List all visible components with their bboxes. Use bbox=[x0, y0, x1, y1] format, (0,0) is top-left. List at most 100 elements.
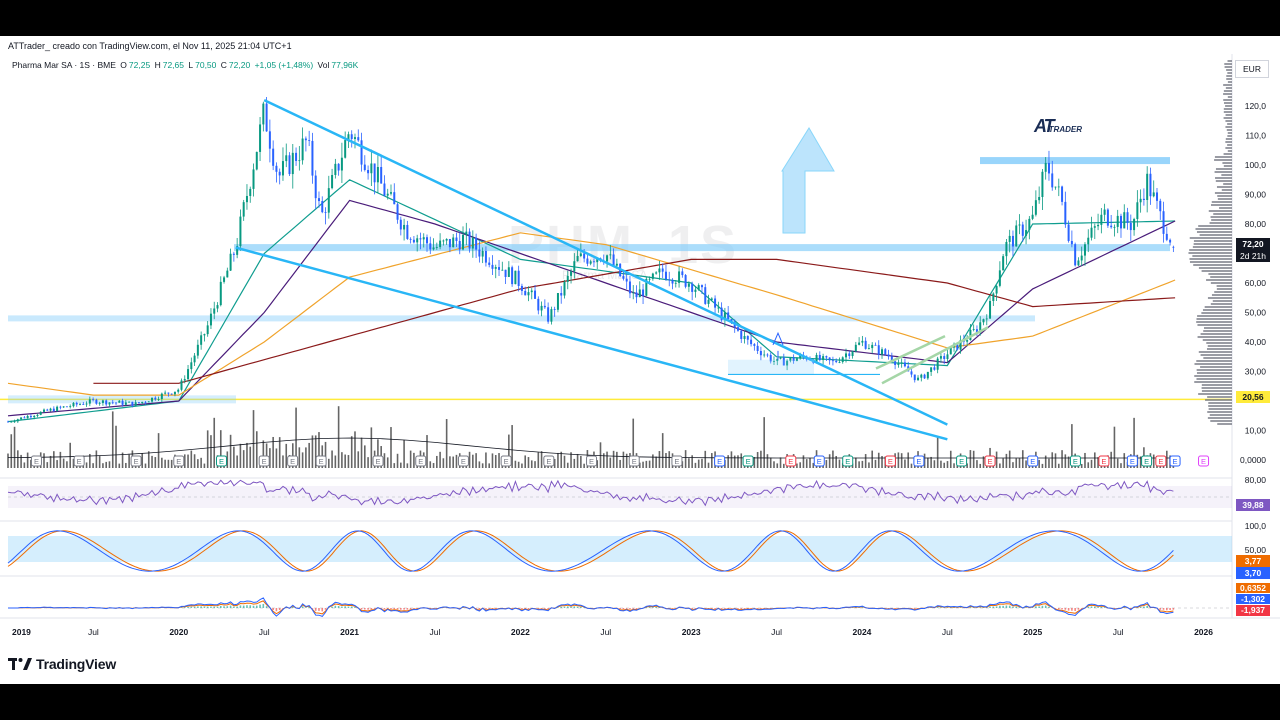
candle bbox=[655, 271, 658, 275]
candle-body bbox=[373, 163, 376, 183]
macd-histogram-bar bbox=[216, 606, 219, 608]
candle-body bbox=[340, 157, 343, 171]
volume-profile-bar bbox=[1196, 372, 1232, 374]
macd-histogram-bar bbox=[940, 607, 942, 608]
candle bbox=[190, 357, 193, 374]
volume-bar bbox=[642, 461, 644, 468]
volume-bar bbox=[53, 451, 55, 468]
candle-body bbox=[736, 327, 739, 331]
candle bbox=[52, 406, 55, 412]
candle-body bbox=[1054, 186, 1057, 188]
macd-histogram-bar bbox=[1048, 606, 1050, 608]
macd-histogram-bar bbox=[629, 608, 631, 610]
volume-bar bbox=[1054, 453, 1057, 468]
candle bbox=[124, 399, 127, 406]
volume-bar bbox=[1113, 426, 1116, 468]
macd-histogram-bar bbox=[1103, 607, 1106, 608]
volume-bar bbox=[1005, 453, 1008, 468]
candle bbox=[789, 356, 792, 363]
volume-profile-bar bbox=[1217, 195, 1232, 197]
macd-histogram-bar bbox=[390, 608, 392, 610]
earnings-marker-label: E bbox=[176, 457, 181, 466]
currency-selector[interactable]: EUR bbox=[1235, 60, 1269, 78]
volume-bar bbox=[835, 455, 837, 468]
candle-body bbox=[943, 356, 946, 360]
candle-body bbox=[259, 124, 262, 152]
volume-profile-bar bbox=[1223, 153, 1232, 155]
candle-body bbox=[723, 312, 726, 320]
macd-hist-label: -1,937 bbox=[1236, 605, 1270, 616]
volume-profile-bar bbox=[1208, 210, 1232, 212]
volume-bar bbox=[491, 453, 494, 468]
legend-symbol[interactable]: Pharma Mar SA · 1S · BME bbox=[12, 60, 116, 70]
candle bbox=[396, 202, 399, 224]
macd-histogram-bar bbox=[246, 605, 248, 608]
volume-profile-bar bbox=[1196, 360, 1232, 362]
candle bbox=[710, 297, 713, 302]
volume-profile-bar bbox=[1214, 171, 1232, 173]
candle bbox=[841, 356, 844, 364]
candle-body bbox=[674, 282, 677, 284]
volume-profile-bar bbox=[1196, 369, 1232, 371]
candle-body bbox=[845, 353, 848, 358]
candle bbox=[308, 130, 311, 147]
macd-histogram-bar bbox=[364, 608, 366, 610]
macd-histogram-bar bbox=[737, 608, 739, 609]
candle bbox=[429, 236, 432, 255]
candle bbox=[540, 301, 543, 317]
candle-body bbox=[20, 417, 23, 420]
candle bbox=[609, 244, 612, 260]
volume-bar bbox=[766, 454, 769, 468]
macd-histogram-bar bbox=[314, 608, 317, 611]
price-axis-tick: 110,0 bbox=[1245, 131, 1266, 141]
volume-bar bbox=[828, 454, 831, 468]
earnings-marker-label: E bbox=[34, 457, 39, 466]
volume-profile-bar bbox=[1211, 201, 1232, 203]
macd-histogram-bar bbox=[756, 608, 759, 609]
candle bbox=[458, 232, 461, 255]
volume-profile-bar bbox=[1210, 303, 1232, 305]
volume-bar bbox=[357, 451, 360, 468]
volume-bar bbox=[121, 452, 124, 468]
price-chart[interactable]: E E E E E E E E E E E E E E E E E E E E E E E E E E E E E E E E E 120,0 1… bbox=[0, 36, 1280, 684]
candle bbox=[1090, 216, 1093, 241]
macd-histogram-bar bbox=[223, 606, 225, 608]
volume-bar bbox=[154, 457, 157, 468]
candle bbox=[543, 299, 546, 309]
macd-histogram-bar bbox=[1005, 605, 1008, 608]
candle-body bbox=[979, 322, 982, 333]
candle-body bbox=[854, 344, 857, 352]
legend-low: 70,50 bbox=[195, 60, 217, 70]
candle bbox=[65, 406, 68, 408]
candle bbox=[949, 347, 952, 355]
macd-histogram-bar bbox=[305, 607, 307, 608]
candle-body bbox=[1162, 211, 1165, 234]
earnings-marker-box bbox=[842, 455, 854, 467]
volume-bar bbox=[527, 457, 530, 468]
earnings-marker-box bbox=[956, 455, 968, 467]
candle-body bbox=[998, 270, 1001, 286]
volume-profile-bar bbox=[1197, 336, 1232, 338]
volume-bar bbox=[688, 458, 690, 468]
candle bbox=[985, 314, 988, 326]
macd-histogram-bar bbox=[321, 608, 324, 612]
macd-histogram-bar bbox=[714, 608, 716, 609]
candle bbox=[864, 337, 867, 350]
macd-histogram-bar bbox=[229, 605, 232, 608]
candle bbox=[645, 276, 648, 297]
candle-body bbox=[720, 307, 723, 320]
volume-profile-bar bbox=[1211, 219, 1232, 221]
volume-profile-bar bbox=[1196, 321, 1232, 323]
candle-body bbox=[740, 330, 743, 339]
candle bbox=[167, 392, 170, 397]
volume-profile-bar bbox=[1225, 87, 1232, 89]
stoch-k-line bbox=[7, 530, 1174, 572]
volume-profile-bar bbox=[1223, 99, 1232, 101]
candle bbox=[1139, 189, 1142, 213]
candle bbox=[897, 359, 900, 368]
volume-bar bbox=[953, 463, 955, 468]
volume-profile-bar bbox=[1202, 339, 1232, 341]
volume-profile-bar bbox=[1207, 411, 1232, 413]
volume-profile-bar bbox=[1225, 120, 1232, 122]
candle-body bbox=[1155, 192, 1158, 201]
